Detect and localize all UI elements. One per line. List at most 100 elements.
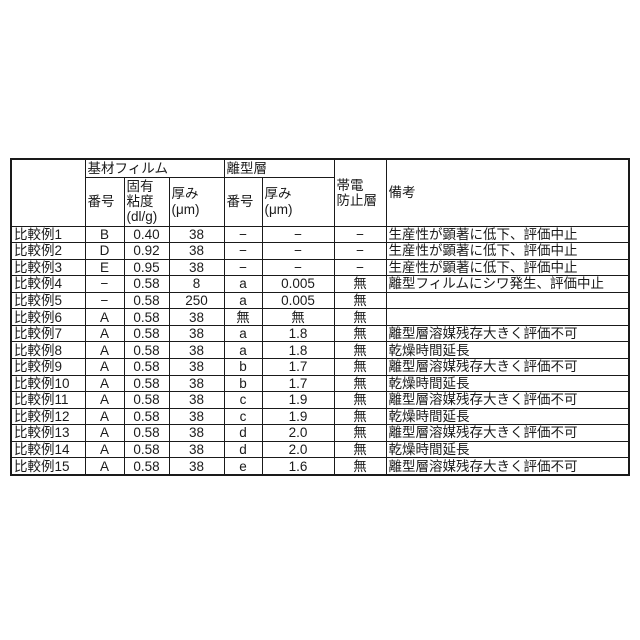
release-number-header: 番号 <box>223 176 263 227</box>
cell-antistatic: 無 <box>333 291 387 310</box>
cell-viscosity: 0.58 <box>123 308 170 326</box>
base-film-number-header: 番号 <box>84 176 125 227</box>
release-thickness-header: 厚み (μm) <box>261 176 335 227</box>
antistatic-header-line1: 帯電 <box>336 177 364 193</box>
cell-release-no: d <box>223 424 263 442</box>
table-row: 比較例8 A 0.58 38 a 1.8 無乾燥時間延長 <box>10 341 630 359</box>
cell-remarks <box>385 308 630 326</box>
cell-release-thickness: 1.8 <box>261 341 335 359</box>
cell-thickness: 38 <box>168 258 225 277</box>
cell-release-thickness: 無 <box>261 308 335 326</box>
cell-label: 比較例6 <box>10 308 86 326</box>
cell-label: 比較例13 <box>10 424 86 442</box>
table-row: 比較例2 D 0.92 38− − − 生産性が顕著に低下、評価中止 <box>10 242 630 260</box>
remarks-header: 備考 <box>385 158 630 227</box>
cell-release-thickness: − <box>261 242 335 260</box>
antistatic-header-line2: 防止層 <box>336 192 378 208</box>
cell-antistatic: − <box>333 242 387 260</box>
cell-label: 比較例9 <box>10 358 86 376</box>
cell-base-no: − <box>84 291 125 310</box>
cell-release-no: a <box>223 341 263 359</box>
header-row-groups: 基材フィルム 離型層 帯電 防止層 備考 <box>10 158 630 227</box>
cell-label: 比較例1 <box>10 225 86 244</box>
cell-viscosity: 0.58 <box>123 324 170 343</box>
cell-remarks: 離型層溶媒残存大きく評価不可 <box>385 424 630 442</box>
cell-remarks: 生産性が顕著に低下、評価中止 <box>385 225 630 244</box>
cell-thickness: 38 <box>168 374 225 393</box>
cell-thickness: 38 <box>168 424 225 442</box>
cell-antistatic: 無 <box>333 391 387 409</box>
cell-release-thickness: 1.9 <box>261 407 335 426</box>
cell-antistatic: 無 <box>333 440 387 459</box>
cell-release-no: 無 <box>223 308 263 326</box>
cell-label: 比較例10 <box>10 374 86 393</box>
cell-release-thickness: 0.005 <box>261 275 335 293</box>
cell-release-no: b <box>223 374 263 393</box>
cell-remarks: 離型層溶媒残存大きく評価不可 <box>385 457 630 476</box>
cell-release-thickness: 1.9 <box>261 391 335 409</box>
cell-release-no: c <box>223 407 263 426</box>
table-row: 比較例15 A 0.58 38 e 1.6 無離型層溶媒残存大きく評価不可 <box>10 457 630 476</box>
cell-base-no: A <box>84 457 125 476</box>
cell-base-no: − <box>84 275 125 293</box>
cell-remarks: 離型層溶媒残存大きく評価不可 <box>385 391 630 409</box>
cell-release-thickness: 2.0 <box>261 440 335 459</box>
cell-remarks <box>385 291 630 310</box>
cell-remarks: 離型層溶媒残存大きく評価不可 <box>385 358 630 376</box>
cell-base-no: B <box>84 225 125 244</box>
cell-base-no: A <box>84 407 125 426</box>
cell-antistatic: 無 <box>333 308 387 326</box>
cell-viscosity: 0.58 <box>123 358 170 376</box>
cell-label: 比較例15 <box>10 457 86 476</box>
cell-release-no: − <box>223 242 263 260</box>
cell-remarks: 乾燥時間延長 <box>385 374 630 393</box>
cell-release-no: c <box>223 391 263 409</box>
cell-label: 比較例4 <box>10 275 86 293</box>
cell-viscosity: 0.58 <box>123 374 170 393</box>
table-row: 比較例12 A 0.58 38 c 1.9 無乾燥時間延長 <box>10 407 630 426</box>
cell-viscosity: 0.58 <box>123 440 170 459</box>
viscosity-header-line2: 粘度 <box>126 193 154 209</box>
cell-base-no: E <box>84 258 125 277</box>
viscosity-header-line3: (dl/g) <box>126 209 158 225</box>
cell-base-no: A <box>84 324 125 343</box>
cell-base-no: A <box>84 424 125 442</box>
cell-thickness: 38 <box>168 341 225 359</box>
cell-release-no: a <box>223 291 263 310</box>
corner-cell <box>10 158 86 227</box>
cell-label: 比較例14 <box>10 440 86 459</box>
cell-thickness: 38 <box>168 358 225 376</box>
cell-viscosity: 0.58 <box>123 275 170 293</box>
cell-thickness: 38 <box>168 225 225 244</box>
cell-release-thickness: 1.8 <box>261 324 335 343</box>
release-layer-group-header: 離型層 <box>223 158 335 178</box>
cell-label: 比較例3 <box>10 258 86 277</box>
release-thickness-header-line2: (μm) <box>264 201 293 217</box>
cell-label: 比較例12 <box>10 407 86 426</box>
table-row: 比較例7 A 0.58 38 a 1.8 無離型層溶媒残存大きく評価不可 <box>10 324 630 343</box>
table-row: 比較例11 A 0.58 38 c 1.9 無離型層溶媒残存大きく評価不可 <box>10 391 630 409</box>
cell-remarks: 乾燥時間延長 <box>385 341 630 359</box>
cell-thickness: 38 <box>168 457 225 476</box>
cell-label: 比較例2 <box>10 242 86 260</box>
cell-antistatic: − <box>333 225 387 244</box>
table-row: 比較例1 B 0.40 38− − − 生産性が顕著に低下、評価中止 <box>10 225 630 244</box>
cell-remarks: 乾燥時間延長 <box>385 407 630 426</box>
table-row: 比較例4−0.58 8 a 0.005 無離型フィルムにシワ発生、評価中止 <box>10 275 630 293</box>
cell-base-no: A <box>84 374 125 393</box>
header-row-sub: 番号 固有 粘度 (dl/g) 厚み (μm) 番号 厚み (μm) <box>11 176 629 227</box>
cell-base-no: D <box>84 242 125 260</box>
cell-viscosity: 0.58 <box>123 457 170 476</box>
cell-release-thickness: − <box>261 225 335 244</box>
cell-antistatic: 無 <box>333 358 387 376</box>
cell-viscosity: 0.58 <box>123 341 170 359</box>
cell-thickness: 38 <box>168 407 225 426</box>
table-row: 比較例13 A 0.58 38 d 2.0 無離型層溶媒残存大きく評価不可 <box>10 424 630 442</box>
table-row: 比較例14 A 0.58 38 d 2.0 無乾燥時間延長 <box>10 440 630 459</box>
cell-label: 比較例5 <box>10 291 86 310</box>
cell-base-no: A <box>84 308 125 326</box>
cell-remarks: 乾燥時間延長 <box>385 440 630 459</box>
cell-release-thickness: 0.005 <box>261 291 335 310</box>
cell-release-thickness: 2.0 <box>261 424 335 442</box>
cell-base-no: A <box>84 440 125 459</box>
